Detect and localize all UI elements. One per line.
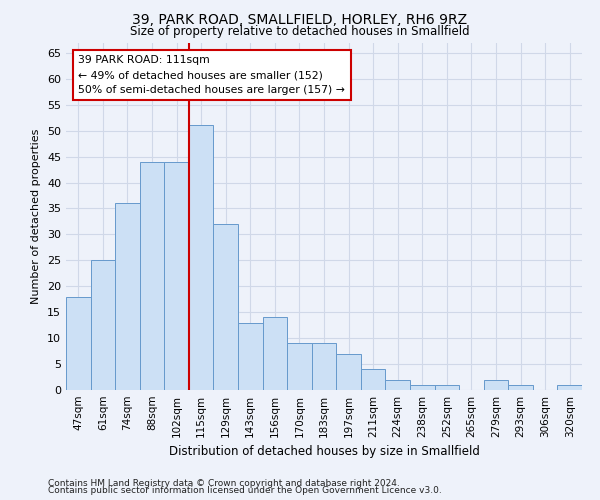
Bar <box>189 126 214 390</box>
Bar <box>484 380 508 390</box>
Text: Contains public sector information licensed under the Open Government Licence v3: Contains public sector information licen… <box>48 486 442 495</box>
Bar <box>410 385 434 390</box>
Bar <box>238 322 263 390</box>
Bar <box>508 385 533 390</box>
Text: 39, PARK ROAD, SMALLFIELD, HORLEY, RH6 9RZ: 39, PARK ROAD, SMALLFIELD, HORLEY, RH6 9… <box>133 12 467 26</box>
Bar <box>557 385 582 390</box>
Text: 39 PARK ROAD: 111sqm
← 49% of detached houses are smaller (152)
50% of semi-deta: 39 PARK ROAD: 111sqm ← 49% of detached h… <box>78 56 345 95</box>
Bar <box>434 385 459 390</box>
Bar <box>336 354 361 390</box>
Bar <box>361 370 385 390</box>
Text: Contains HM Land Registry data © Crown copyright and database right 2024.: Contains HM Land Registry data © Crown c… <box>48 478 400 488</box>
Bar <box>115 204 140 390</box>
Text: Size of property relative to detached houses in Smallfield: Size of property relative to detached ho… <box>130 25 470 38</box>
Bar <box>164 162 189 390</box>
Bar <box>385 380 410 390</box>
Y-axis label: Number of detached properties: Number of detached properties <box>31 128 41 304</box>
Bar <box>91 260 115 390</box>
Bar <box>263 318 287 390</box>
Bar <box>287 344 312 390</box>
Bar <box>312 344 336 390</box>
Bar <box>214 224 238 390</box>
Bar <box>66 296 91 390</box>
Bar <box>140 162 164 390</box>
X-axis label: Distribution of detached houses by size in Smallfield: Distribution of detached houses by size … <box>169 446 479 458</box>
